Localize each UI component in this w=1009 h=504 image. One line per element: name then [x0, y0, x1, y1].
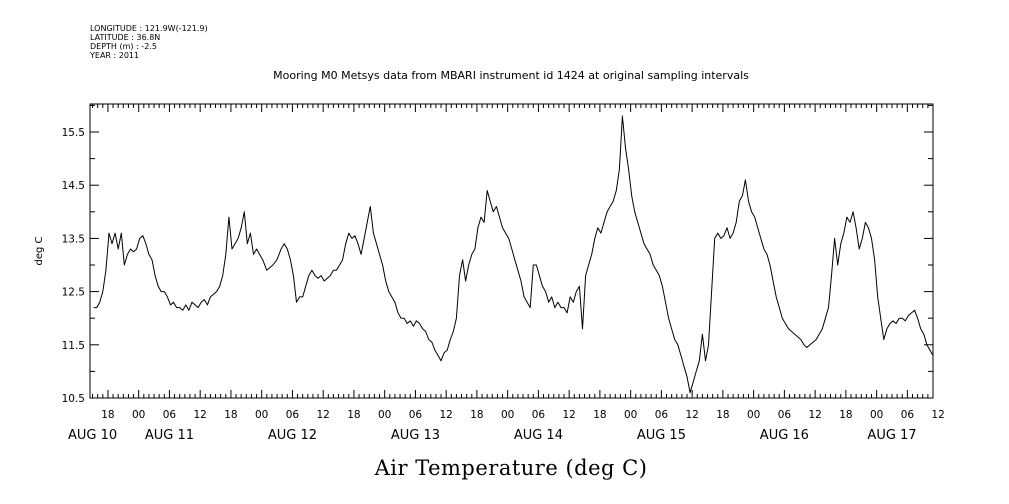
x-tick-label: 06	[532, 409, 546, 421]
x-tick-label: 00	[255, 409, 268, 421]
plot-frame	[89, 103, 934, 399]
x-tick-label: 06	[286, 409, 300, 421]
latitude-label: LATITUDE : 36.8N	[90, 33, 160, 42]
x-axis: 18 00 06 12 18 00 06 12 18 00 06 12 18 00 06 12 18 00 06 12…	[68, 104, 945, 443]
x-date-label: AUG 12	[268, 428, 317, 443]
y-tick-label: 14.5	[62, 180, 85, 192]
x-tick-label: 06	[901, 409, 915, 421]
x-tick-label: 12	[685, 409, 698, 421]
x-tick-label: 12	[931, 409, 944, 421]
x-date-label: AUG 17	[867, 428, 916, 443]
y-axis-label: deg C	[34, 236, 45, 265]
y-tick-label: 12.5	[62, 287, 85, 299]
x-tick-label: 18	[716, 409, 729, 421]
x-tick-label: 12	[193, 409, 206, 421]
x-tick-label: 18	[101, 409, 114, 421]
x-tick-label: 00	[132, 409, 145, 421]
y-tick-label: 11.5	[62, 340, 85, 352]
x-tick-label: 12	[562, 409, 575, 421]
x-date-label: AUG 13	[391, 428, 440, 443]
x-tick-label: 06	[163, 409, 177, 421]
x-tick-label: 06	[409, 409, 423, 421]
x-tick-label: 12	[808, 409, 821, 421]
x-tick-label: 06	[655, 409, 669, 421]
x-tick-label: 00	[501, 409, 514, 421]
x-date-label: AUG 15	[637, 428, 686, 443]
x-tick-label: 12	[316, 409, 329, 421]
x-tick-label: 06	[778, 409, 792, 421]
chart-title: Mooring M0 Metsys data from MBARI instru…	[273, 69, 749, 82]
series-line	[93, 115, 934, 394]
x-tick-label: 00	[870, 409, 883, 421]
series-group	[93, 115, 934, 394]
y-tick-label: 15.5	[62, 127, 85, 139]
y-tick-label: 13.5	[62, 233, 85, 245]
x-tick-label: 18	[470, 409, 483, 421]
year-label: YEAR : 2011	[89, 51, 139, 60]
x-date-label: AUG 16	[760, 428, 809, 443]
longitude-label: LONGITUDE : 121.9W(-121.9)	[90, 24, 208, 33]
x-tick-label: 18	[593, 409, 606, 421]
x-tick-label: 12	[439, 409, 452, 421]
x-tick-label: 00	[378, 409, 391, 421]
x-tick-label: 18	[224, 409, 237, 421]
x-tick-label: 00	[747, 409, 760, 421]
depth-label: DEPTH (m) : -2.5	[90, 42, 157, 51]
y-axis: 10.5 11.5 12.5 13.5 14.5 15.5	[62, 104, 933, 405]
x-tick-label: 18	[839, 409, 852, 421]
x-tick-label: 18	[347, 409, 360, 421]
x-axis-label: Air Temperature (deg C)	[374, 456, 648, 480]
y-tick-label: 10.5	[62, 393, 85, 405]
x-date-label: AUG 14	[514, 428, 563, 443]
x-date-label: AUG 11	[145, 428, 194, 443]
x-date-label: AUG 10	[68, 428, 117, 443]
x-tick-label: 00	[624, 409, 637, 421]
